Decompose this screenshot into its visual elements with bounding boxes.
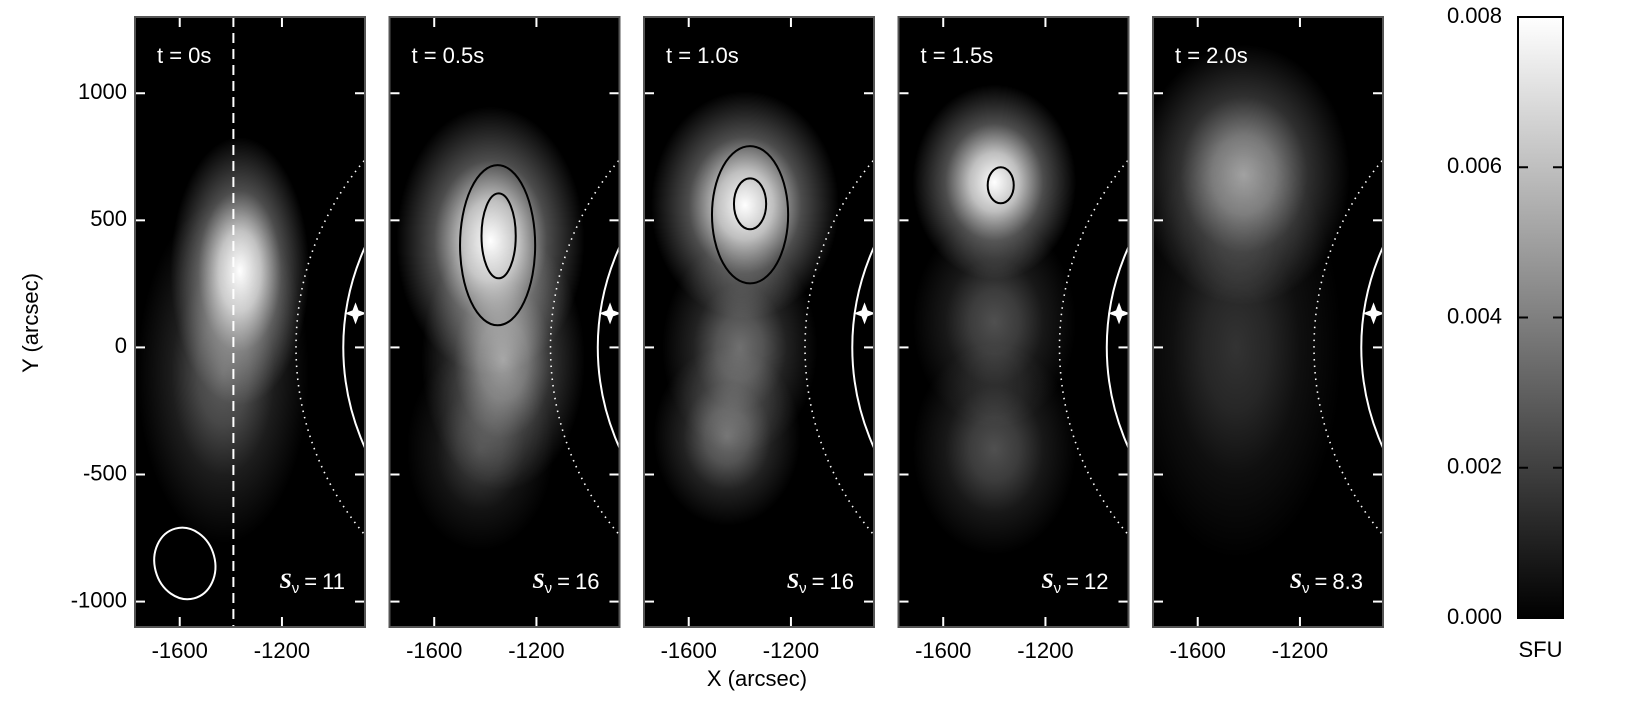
panel — [650, 91, 874, 537]
flux-symbol: S — [787, 568, 799, 593]
solar-limb — [1360, 244, 1383, 451]
y-axis-label: Y (arcsec) — [18, 273, 43, 373]
colorbar-tick-label: 0.008 — [1447, 3, 1502, 28]
emission-source — [912, 343, 1077, 555]
time-label: t = 1.0s — [666, 43, 739, 68]
solar-limb — [342, 244, 365, 451]
flux-symbol: S — [280, 568, 292, 593]
colorbar-label: SFU — [1519, 637, 1563, 662]
flux-subscript: ν — [1302, 580, 1310, 597]
y-tick-label: -1000 — [71, 587, 127, 612]
beam — [153, 526, 217, 601]
flux-subscript: ν — [1054, 580, 1062, 597]
marker — [1108, 302, 1129, 325]
panel — [137, 17, 365, 627]
x-tick-label: -1600 — [152, 638, 208, 663]
flux-value: 8.3 — [1332, 569, 1363, 594]
flux-label: Sν = 16 — [787, 568, 854, 597]
contour — [710, 145, 790, 285]
x-tick-label: -1600 — [661, 638, 717, 663]
flux-operator: = — [1066, 569, 1079, 594]
time-label: t = 1.5s — [921, 43, 994, 68]
emission-source — [137, 202, 310, 544]
x-tick-label: -1200 — [1272, 638, 1328, 663]
panel-frame — [643, 16, 875, 628]
flux-value: 16 — [575, 569, 599, 594]
time-label: t = 2.0s — [1175, 43, 1248, 68]
panel-frame — [897, 16, 1130, 628]
flux-label: Sν = 8.3 — [1290, 568, 1363, 597]
flux-operator: = — [1315, 569, 1328, 594]
marker — [599, 302, 620, 325]
panel-frame — [1152, 16, 1384, 628]
flux-symbol: S — [1290, 568, 1302, 593]
x-tick-label: -1200 — [508, 638, 564, 663]
flux-value: 16 — [830, 569, 854, 594]
x-tick-label: -1600 — [915, 638, 971, 663]
flux-label: Sν = 12 — [1041, 568, 1108, 597]
panel-frame — [134, 16, 366, 628]
flux-label: Sν = 11 — [280, 568, 345, 597]
emission-source — [1153, 136, 1343, 559]
time-label: t = 0.5s — [412, 43, 485, 68]
flux-operator: = — [812, 569, 825, 594]
panel — [1153, 44, 1383, 559]
flux-operator: = — [304, 569, 317, 594]
solar-limb — [851, 244, 874, 451]
flux-subscript: ν — [545, 580, 553, 597]
y-tick-label: 0 — [115, 333, 127, 358]
y-tick-label: 500 — [90, 206, 127, 231]
flux-value: 11 — [322, 569, 345, 594]
solar-limb — [1105, 244, 1129, 451]
solar-limb — [596, 244, 620, 451]
contour — [986, 166, 1015, 205]
time-label: t = 0s — [157, 43, 211, 68]
contour — [480, 192, 517, 280]
y-tick-label: -500 — [83, 460, 127, 485]
x-tick-label: -1600 — [1170, 638, 1226, 663]
emission-source — [406, 347, 554, 551]
flux-subscript: ν — [292, 580, 300, 597]
flux-label: Sν = 16 — [532, 568, 599, 597]
x-tick-label: -1600 — [406, 638, 462, 663]
colorbar-tick-label: 0.000 — [1447, 604, 1502, 629]
x-tick-label: -1200 — [254, 638, 310, 663]
panel-frame — [388, 16, 621, 628]
contour — [732, 177, 768, 231]
flux-subscript: ν — [799, 580, 807, 597]
marker — [1362, 302, 1383, 325]
flux-operator: = — [557, 569, 570, 594]
x-axis-label: X (arcsec) — [707, 666, 807, 691]
marker — [344, 302, 365, 325]
flux-symbol: S — [1041, 568, 1053, 593]
panel — [396, 106, 620, 551]
flux-symbol: S — [532, 568, 544, 593]
colorbar-tick-label: 0.002 — [1447, 454, 1502, 479]
colorbar-tick-label: 0.006 — [1447, 153, 1502, 178]
y-tick-label: 1000 — [78, 79, 127, 104]
panel — [912, 84, 1129, 555]
emission-source — [653, 346, 801, 526]
flux-value: 12 — [1084, 569, 1108, 594]
contour — [459, 164, 537, 327]
x-tick-label: -1200 — [763, 638, 819, 663]
colorbar-tick-label: 0.004 — [1447, 303, 1502, 328]
x-tick-label: -1200 — [1017, 638, 1073, 663]
marker — [853, 302, 874, 325]
